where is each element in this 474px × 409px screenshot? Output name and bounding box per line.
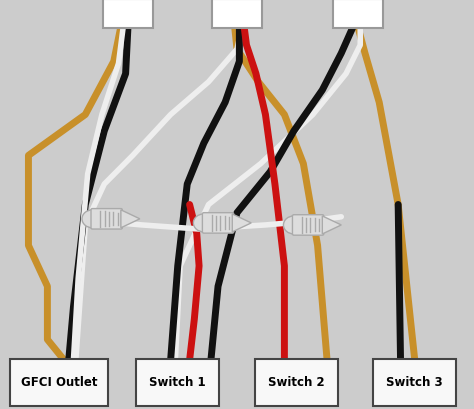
FancyBboxPatch shape (373, 359, 456, 406)
FancyBboxPatch shape (91, 209, 122, 229)
Polygon shape (232, 214, 251, 232)
Text: GFCI Outlet: GFCI Outlet (21, 376, 98, 389)
FancyBboxPatch shape (136, 359, 219, 406)
Text: Switch 3: Switch 3 (386, 376, 443, 389)
FancyBboxPatch shape (202, 213, 234, 233)
Text: Switch 2: Switch 2 (268, 376, 325, 389)
FancyBboxPatch shape (212, 0, 262, 28)
Circle shape (82, 210, 103, 228)
FancyBboxPatch shape (103, 0, 153, 28)
Polygon shape (322, 216, 341, 234)
Circle shape (193, 214, 214, 232)
Circle shape (283, 216, 304, 234)
FancyBboxPatch shape (10, 359, 108, 406)
FancyBboxPatch shape (255, 359, 338, 406)
FancyBboxPatch shape (292, 215, 324, 235)
FancyBboxPatch shape (333, 0, 383, 28)
Polygon shape (121, 210, 140, 228)
Text: Switch 1: Switch 1 (149, 376, 206, 389)
